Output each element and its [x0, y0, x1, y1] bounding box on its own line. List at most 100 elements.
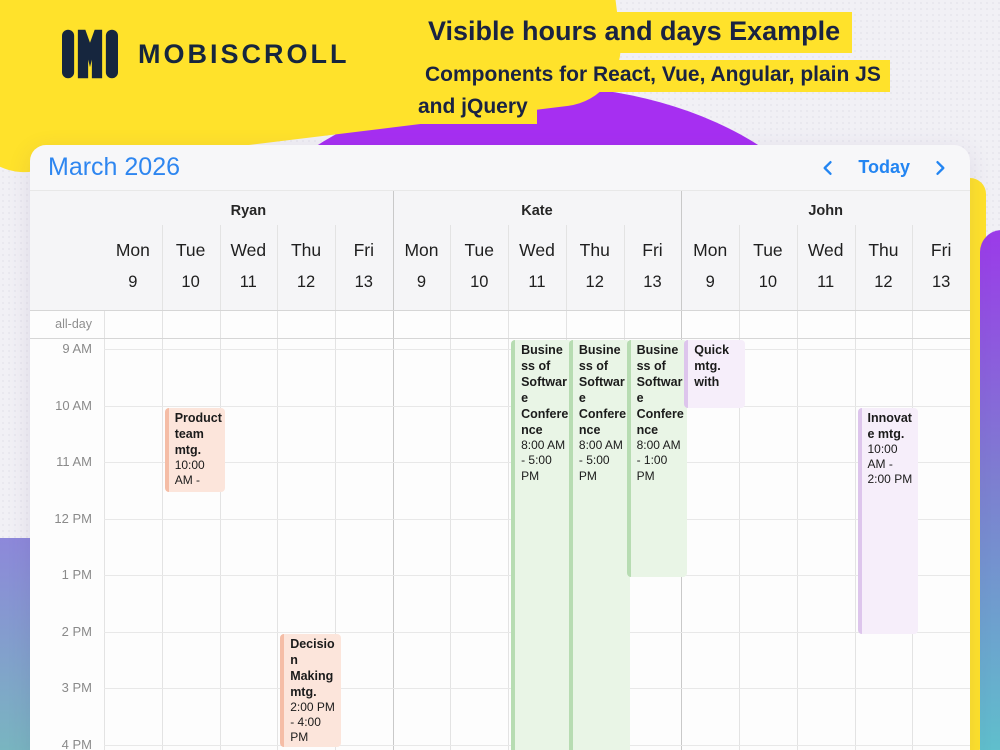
time-label: 3 PM — [61, 680, 92, 695]
day-number: 10 — [758, 273, 778, 291]
event[interactable]: Quick mtg. with — [684, 340, 745, 408]
event-title: Business of Software Conference — [636, 343, 684, 437]
day-name: Thu — [868, 240, 899, 260]
column-line — [739, 225, 741, 750]
day-header-kate-mon: Mon 9 — [393, 230, 451, 310]
event-time: 2:00 PM - 4:00 PM — [290, 699, 335, 745]
day-header-kate-thu: Thu 12 — [566, 230, 624, 310]
page-subtitle-line1: Components for React, Vue, Angular, plai… — [418, 60, 890, 92]
column-line — [450, 225, 452, 750]
day-number: 11 — [817, 273, 835, 291]
event[interactable]: Decision Making mtg. 2:00 PM - 4:00 PM — [280, 633, 341, 747]
next-button[interactable] — [928, 156, 952, 180]
event-title: Business of Software Conference — [521, 343, 569, 437]
resource-header-john: John — [808, 203, 843, 219]
chevron-right-icon — [936, 160, 945, 175]
day-number: 13 — [354, 273, 373, 291]
event-title: Innovate mtg. — [867, 410, 912, 441]
mobiscroll-logo-text: MOBISCROLL — [138, 38, 350, 69]
day-name: Mon — [404, 240, 439, 260]
column-line — [334, 225, 336, 750]
event[interactable]: Business of Software Conference 8:00 AM -… — [568, 340, 630, 750]
time-label: 10 AM — [55, 397, 92, 413]
event-title: Product team mtg. — [174, 410, 222, 457]
event[interactable]: Innovate mtg. 10:00 AM - 2:00 PM — [857, 407, 919, 634]
day-header-ryan-thu: Thu 12 — [277, 230, 335, 310]
column-line — [104, 310, 105, 750]
time-label: 4 PM — [61, 736, 92, 750]
column-line — [161, 225, 163, 750]
day-number: 9 — [128, 273, 138, 291]
day-number: 12 — [296, 273, 316, 291]
event-time: 10:00 AM - — [174, 457, 205, 487]
day-number: 13 — [643, 273, 662, 291]
event-title: Quick mtg. with — [694, 343, 730, 389]
calendar-title: March 2026 — [48, 153, 181, 181]
day-header-ryan-tue: Tue 10 — [162, 230, 220, 310]
resource-header-ryan: Ryan — [230, 203, 267, 219]
gradient-band-left-decoration — [0, 538, 30, 750]
event-time: 8:00 AM - 5:00 PM — [521, 438, 566, 483]
column-line — [508, 225, 510, 750]
day-name: Fri — [353, 240, 374, 260]
day-number: 12 — [585, 273, 604, 291]
event[interactable]: Business of Software Conference 8:00 AM -… — [511, 340, 572, 750]
time-label: 9 AM — [62, 341, 92, 356]
day-name: Wed — [230, 240, 267, 260]
scheduler-header-background — [30, 190, 970, 310]
day-header-ryan-mon: Mon 9 — [104, 230, 162, 310]
day-header-kate-wed: Wed 11 — [508, 230, 566, 310]
calendar-header: March 2026 Today — [30, 145, 970, 190]
page-subtitle-line2: and jQuery — [411, 92, 890, 124]
day-number: 10 — [470, 273, 489, 291]
prev-button[interactable] — [816, 156, 840, 180]
day-header-john-tue: Tue 10 — [739, 230, 797, 310]
day-header-kate-tue: Tue 10 — [450, 230, 508, 310]
allday-bottom-line — [30, 338, 970, 339]
day-name: Tue — [464, 240, 494, 260]
day-header-john-fri: Fri 13 — [912, 230, 970, 310]
day-name: Thu — [290, 240, 322, 260]
time-label: 2 PM — [61, 623, 92, 639]
chevron-left-icon — [823, 160, 832, 175]
day-number: 9 — [416, 273, 427, 291]
event-time: 10:00 AM - 2:00 PM — [867, 441, 913, 487]
day-header-john-mon: Mon 9 — [681, 230, 739, 310]
calendar-nav: Today — [816, 155, 952, 180]
column-line — [854, 225, 856, 750]
mobiscroll-logo-icon — [62, 29, 118, 79]
page-title: Visible hours and days Example — [418, 12, 853, 53]
day-name: Wed — [519, 240, 555, 260]
header-top-line — [30, 190, 970, 191]
day-name: Mon — [693, 240, 728, 260]
event-title: Business of Software Conference — [578, 343, 627, 437]
day-number: 10 — [181, 273, 200, 291]
calendar-card: March 2026 Today Ryan Kate John Mon 9 Tue 10 We… — [30, 145, 970, 750]
event[interactable]: Product team mtg. 10:00 AM - — [164, 407, 226, 493]
header-bottom-line — [30, 310, 970, 311]
day-name: Fri — [930, 240, 952, 260]
time-label: 12 PM — [54, 510, 92, 526]
scheduler-grid[interactable]: Ryan Kate John Mon 9 Tue 10 Wed 11 Thu 12 Fri 13 Mon 9… — [30, 190, 970, 750]
mobiscroll-logo: MOBISCROLL — [62, 26, 350, 82]
day-name: Tue — [175, 240, 206, 260]
day-number: 11 — [239, 273, 257, 291]
day-header-kate-fri: Fri 13 — [624, 230, 682, 310]
hero: Visible hours and days Example Component… — [411, 12, 890, 124]
day-name: Fri — [642, 240, 663, 260]
day-header-john-thu: Thu 12 — [855, 230, 913, 310]
time-label: 11 AM — [56, 454, 92, 469]
event-title: Decision Making mtg. — [290, 636, 335, 699]
day-name: Tue — [753, 240, 783, 260]
day-number: 13 — [931, 273, 951, 291]
time-label: 1 PM — [61, 567, 92, 582]
today-button[interactable]: Today — [856, 155, 912, 180]
all-day-label: all-day — [55, 317, 92, 331]
day-number: 12 — [874, 273, 893, 291]
event-time: 8:00 AM - 5:00 PM — [578, 438, 623, 483]
event-time: 8:00 AM - 1:00 PM — [636, 438, 681, 483]
day-header-ryan-wed: Wed 11 — [219, 230, 277, 310]
event[interactable]: Business of Software Conference 8:00 AM -… — [626, 340, 688, 577]
resource-header-kate: Kate — [521, 203, 553, 219]
day-name: Mon — [115, 240, 150, 260]
